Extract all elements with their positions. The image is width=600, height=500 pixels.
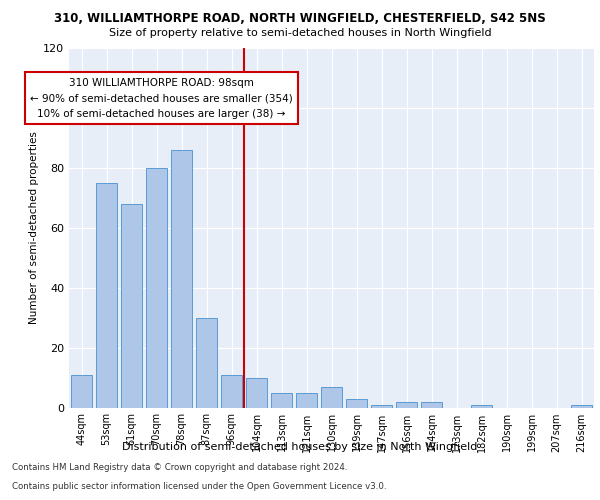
Bar — [321, 386, 342, 407]
Bar — [371, 404, 392, 407]
Text: 310, WILLIAMTHORPE ROAD, NORTH WINGFIELD, CHESTERFIELD, S42 5NS: 310, WILLIAMTHORPE ROAD, NORTH WINGFIELD… — [54, 12, 546, 26]
Bar — [271, 392, 292, 407]
Bar — [96, 182, 117, 408]
Bar — [296, 392, 317, 407]
Bar — [121, 204, 142, 408]
Text: Contains HM Land Registry data © Crown copyright and database right 2024.: Contains HM Land Registry data © Crown c… — [12, 464, 347, 472]
Bar — [146, 168, 167, 408]
Text: Distribution of semi-detached houses by size in North Wingfield: Distribution of semi-detached houses by … — [122, 442, 478, 452]
Text: 310 WILLIAMTHORPE ROAD: 98sqm
← 90% of semi-detached houses are smaller (354)
10: 310 WILLIAMTHORPE ROAD: 98sqm ← 90% of s… — [30, 78, 293, 118]
Y-axis label: Number of semi-detached properties: Number of semi-detached properties — [29, 131, 39, 324]
Bar — [221, 374, 242, 408]
Bar — [571, 404, 592, 407]
Bar — [171, 150, 192, 408]
Bar — [346, 398, 367, 407]
Bar — [396, 402, 417, 407]
Text: Size of property relative to semi-detached houses in North Wingfield: Size of property relative to semi-detach… — [109, 28, 491, 38]
Text: Contains public sector information licensed under the Open Government Licence v3: Contains public sector information licen… — [12, 482, 386, 491]
Bar — [196, 318, 217, 408]
Bar — [246, 378, 267, 408]
Bar — [421, 402, 442, 407]
Bar — [71, 374, 92, 408]
Bar — [471, 404, 492, 407]
